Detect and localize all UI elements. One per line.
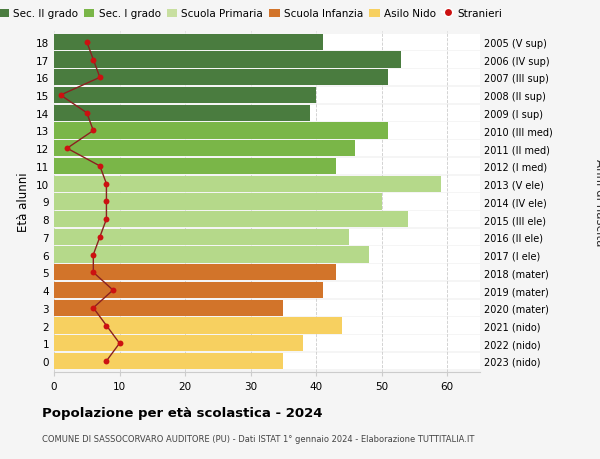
Bar <box>54 88 480 104</box>
Bar <box>54 318 480 334</box>
Text: COMUNE DI SASSOCORVARO AUDITORE (PU) - Dati ISTAT 1° gennaio 2024 - Elaborazione: COMUNE DI SASSOCORVARO AUDITORE (PU) - D… <box>42 434 475 443</box>
Legend: Sec. II grado, Sec. I grado, Scuola Primaria, Scuola Infanzia, Asilo Nido, Stran: Sec. II grado, Sec. I grado, Scuola Prim… <box>0 5 506 23</box>
Bar <box>54 123 388 140</box>
Bar <box>54 264 336 281</box>
Bar <box>54 106 310 122</box>
Bar <box>54 141 480 157</box>
Bar <box>54 106 480 122</box>
Bar <box>54 282 323 298</box>
Bar <box>54 247 480 263</box>
Bar <box>54 300 480 316</box>
Point <box>82 39 92 46</box>
Bar <box>54 52 480 68</box>
Point <box>101 358 111 365</box>
Bar <box>54 336 303 352</box>
Bar <box>54 52 401 68</box>
Bar <box>54 194 382 210</box>
Point <box>56 92 65 100</box>
Bar <box>54 229 349 246</box>
Point <box>95 74 104 82</box>
Point <box>89 304 98 312</box>
Point <box>101 216 111 224</box>
Text: Popolazione per età scolastica - 2024: Popolazione per età scolastica - 2024 <box>42 406 323 419</box>
Point <box>101 198 111 206</box>
Point <box>95 163 104 170</box>
Point <box>101 322 111 330</box>
Point <box>95 234 104 241</box>
Bar <box>54 158 336 175</box>
Bar <box>54 70 388 86</box>
Point <box>101 180 111 188</box>
Bar <box>54 282 480 298</box>
Bar <box>54 300 283 316</box>
Bar <box>54 158 480 175</box>
Bar <box>54 212 480 228</box>
Bar <box>54 176 440 192</box>
Bar <box>54 318 343 334</box>
Point <box>89 57 98 64</box>
Bar <box>54 212 408 228</box>
Bar <box>54 336 480 352</box>
Point <box>108 287 118 294</box>
Bar <box>54 34 323 51</box>
Bar <box>54 70 480 86</box>
Bar <box>54 88 316 104</box>
Bar <box>54 229 480 246</box>
Bar <box>54 34 480 51</box>
Point <box>115 340 124 347</box>
Y-axis label: Età alunni: Età alunni <box>17 172 31 232</box>
Bar <box>54 247 368 263</box>
Bar <box>54 141 355 157</box>
Bar <box>54 123 480 140</box>
Bar <box>54 194 480 210</box>
Bar <box>54 176 480 192</box>
Point <box>89 252 98 259</box>
Point <box>82 110 92 117</box>
Y-axis label: Anni di nascita: Anni di nascita <box>593 158 600 246</box>
Point <box>62 145 72 152</box>
Bar <box>54 353 480 369</box>
Bar <box>54 264 480 281</box>
Point <box>89 128 98 135</box>
Bar <box>54 353 283 369</box>
Point <box>89 269 98 276</box>
